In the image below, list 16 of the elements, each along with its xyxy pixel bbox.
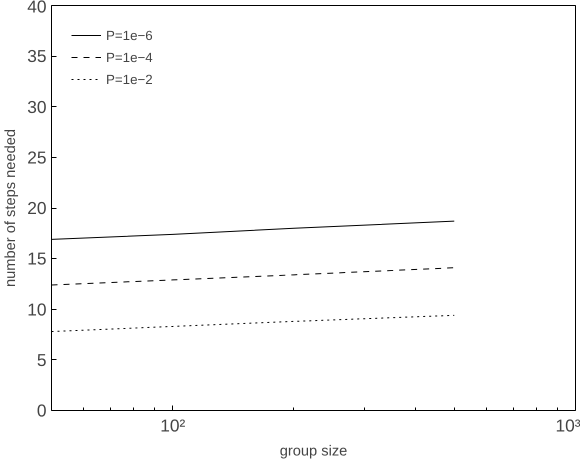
x-axis-title: group size [280, 444, 348, 460]
y-tick-label: 40 [27, 0, 47, 16]
x-tick-label: 10³ [555, 416, 581, 436]
y-tick-label: 25 [27, 147, 47, 168]
y-tick-label: 15 [27, 248, 47, 269]
x-tick-label: 10² [160, 416, 186, 436]
y-axis-title: number of steps needed [3, 128, 20, 288]
y-tick-label: 0 [36, 400, 47, 420]
legend-label: P=1e−6 [106, 28, 153, 42]
y-tick-label: 30 [27, 96, 47, 117]
y-tick-label: 5 [36, 350, 47, 370]
legend-label: P=1e−4 [106, 50, 153, 64]
y-tick-label: 20 [27, 198, 47, 218]
y-tick-label: 10 [27, 299, 47, 320]
legend-label: P=1e−2 [106, 72, 153, 86]
y-tick-label: 35 [27, 46, 47, 66]
